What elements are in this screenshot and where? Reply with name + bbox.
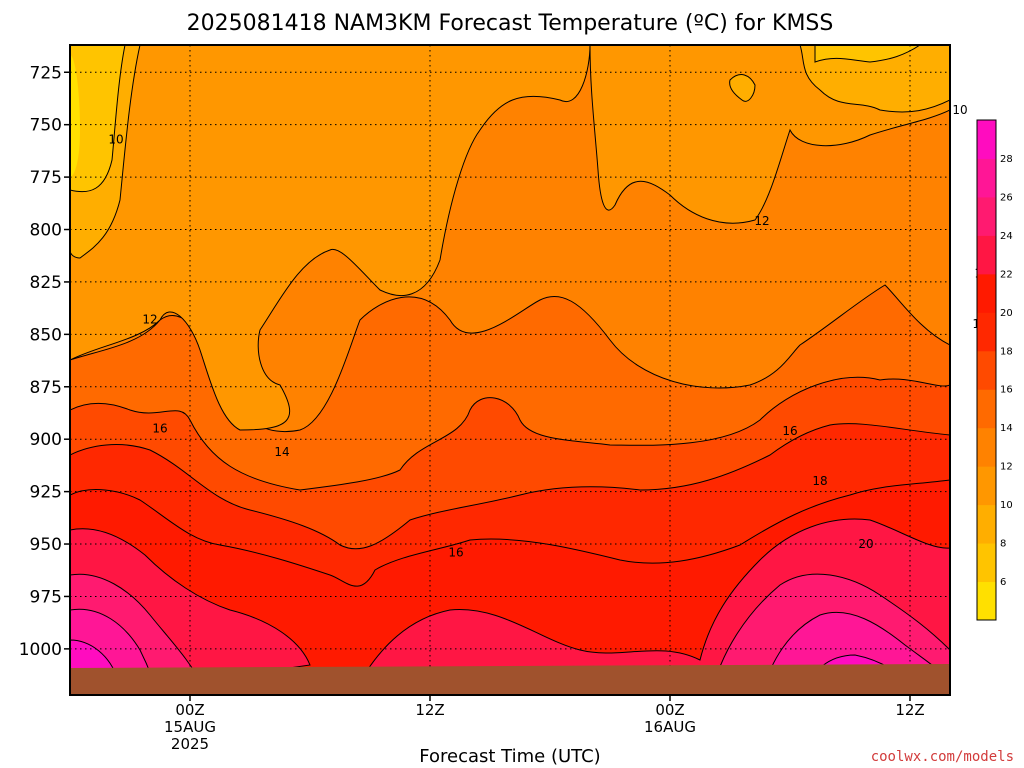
contour-label: 10	[952, 103, 967, 117]
contour-label-text: 10	[108, 132, 123, 146]
credit-link[interactable]: coolwx.com/models	[871, 749, 1014, 765]
contour-label: 18	[812, 474, 827, 488]
x-tick-label: 00Z	[175, 701, 204, 719]
colorbar-legend: 6 8 10 12 14 16 18 20 22 24 26 28	[976, 119, 1013, 621]
terrain-ground	[70, 664, 950, 695]
colorbar-swatch	[977, 466, 996, 506]
contour-label-text: 14	[274, 445, 289, 459]
plot-frame	[69, 44, 951, 696]
contour-label-text: 10	[952, 103, 967, 117]
x-tick-label: 15AUG	[164, 718, 216, 736]
colorbar-swatch	[977, 196, 996, 236]
contour-label: 16	[782, 424, 797, 438]
grid-lines	[70, 45, 950, 695]
contour-label-text: 16	[152, 422, 167, 436]
colorbar-swatch	[977, 581, 996, 621]
y-tick-label: 825	[30, 273, 62, 293]
band-4-6	[70, 55, 80, 178]
colorbar-tick-label: 12	[1000, 462, 1013, 473]
contour-label: 12	[754, 214, 769, 228]
plot-area: 10121614161216182010121422	[69, 44, 990, 696]
colorbar-swatch	[977, 273, 996, 313]
y-tick-label: 1000	[19, 640, 62, 660]
y-tick-label: 900	[30, 430, 62, 450]
colorbar-swatch	[977, 543, 996, 583]
colorbar-swatch	[977, 312, 996, 352]
colorbar-tick-label: 10	[1000, 500, 1013, 511]
y-tick-label: 875	[30, 378, 62, 398]
colorbar-swatch	[977, 158, 996, 198]
contour-label: 20	[858, 537, 873, 551]
contour-label-text: 16	[782, 424, 797, 438]
contour-label-text: 18	[812, 474, 827, 488]
colorbar-swatch	[977, 504, 996, 544]
x-axis: 00Z15AUG202512Z00Z16AUG12Z00Z17AUG	[164, 695, 925, 753]
colorbar-tick-label: 24	[1000, 231, 1013, 242]
contour-label: 10	[108, 132, 123, 146]
chart-title: 2025081418 NAM3KM Forecast Temperature (…	[187, 11, 834, 36]
contour-label: 14	[274, 445, 289, 459]
colorbar-tick-label: 6	[1000, 577, 1006, 588]
colorbar-swatch	[977, 427, 996, 467]
colorbar-tick-label: 22	[1000, 269, 1013, 280]
y-axis: 725 750 775 800 825 850 875 900 925 950 975 1000	[19, 63, 70, 660]
x-axis-label: Forecast Time (UTC)	[419, 746, 600, 767]
x-tick-label: 12Z	[895, 701, 924, 719]
x-tick-label: 00Z	[655, 701, 684, 719]
band-10-12	[70, 45, 950, 431]
contour-label-text: 20	[858, 537, 873, 551]
y-tick-label: 750	[30, 116, 62, 136]
y-tick-label: 975	[30, 587, 62, 607]
colorbar-tick-label: 26	[1000, 192, 1013, 203]
colorbar-swatch	[977, 120, 996, 159]
colorbar-swatch	[977, 350, 996, 390]
colorbar-tick-label: 18	[1000, 346, 1013, 357]
colorbar-tick-label: 8	[1000, 539, 1006, 550]
x-tick-label: 16AUG	[644, 718, 696, 736]
band-6-8	[70, 45, 921, 193]
colorbar-tick-label: 28	[1000, 154, 1013, 165]
colorbar-tick-label: 14	[1000, 423, 1013, 434]
y-tick-label: 800	[30, 221, 62, 241]
colorbar-tick-label: 20	[1000, 308, 1013, 319]
colorbar-tick-label: 16	[1000, 385, 1013, 396]
x-tick-label: 2025	[171, 735, 209, 753]
y-tick-label: 725	[30, 63, 62, 83]
x-tick-label: 12Z	[415, 701, 444, 719]
contour-label: 16	[448, 545, 463, 559]
y-tick-label: 925	[30, 483, 62, 503]
y-tick-label: 850	[30, 325, 62, 345]
band-8-10	[70, 45, 950, 259]
colorbar-swatch	[977, 389, 996, 429]
y-tick-label: 775	[30, 168, 62, 188]
contour-label-text: 12	[142, 313, 157, 327]
contour-label: 16	[152, 422, 167, 436]
temperature-field	[70, 45, 950, 695]
contour-label-text: 12	[754, 214, 769, 228]
contour-label: 12	[142, 313, 157, 327]
colorbar-swatch	[977, 235, 996, 275]
y-tick-label: 950	[30, 535, 62, 555]
colorbar-frame	[976, 119, 997, 621]
contour-label-text: 16	[448, 545, 463, 559]
